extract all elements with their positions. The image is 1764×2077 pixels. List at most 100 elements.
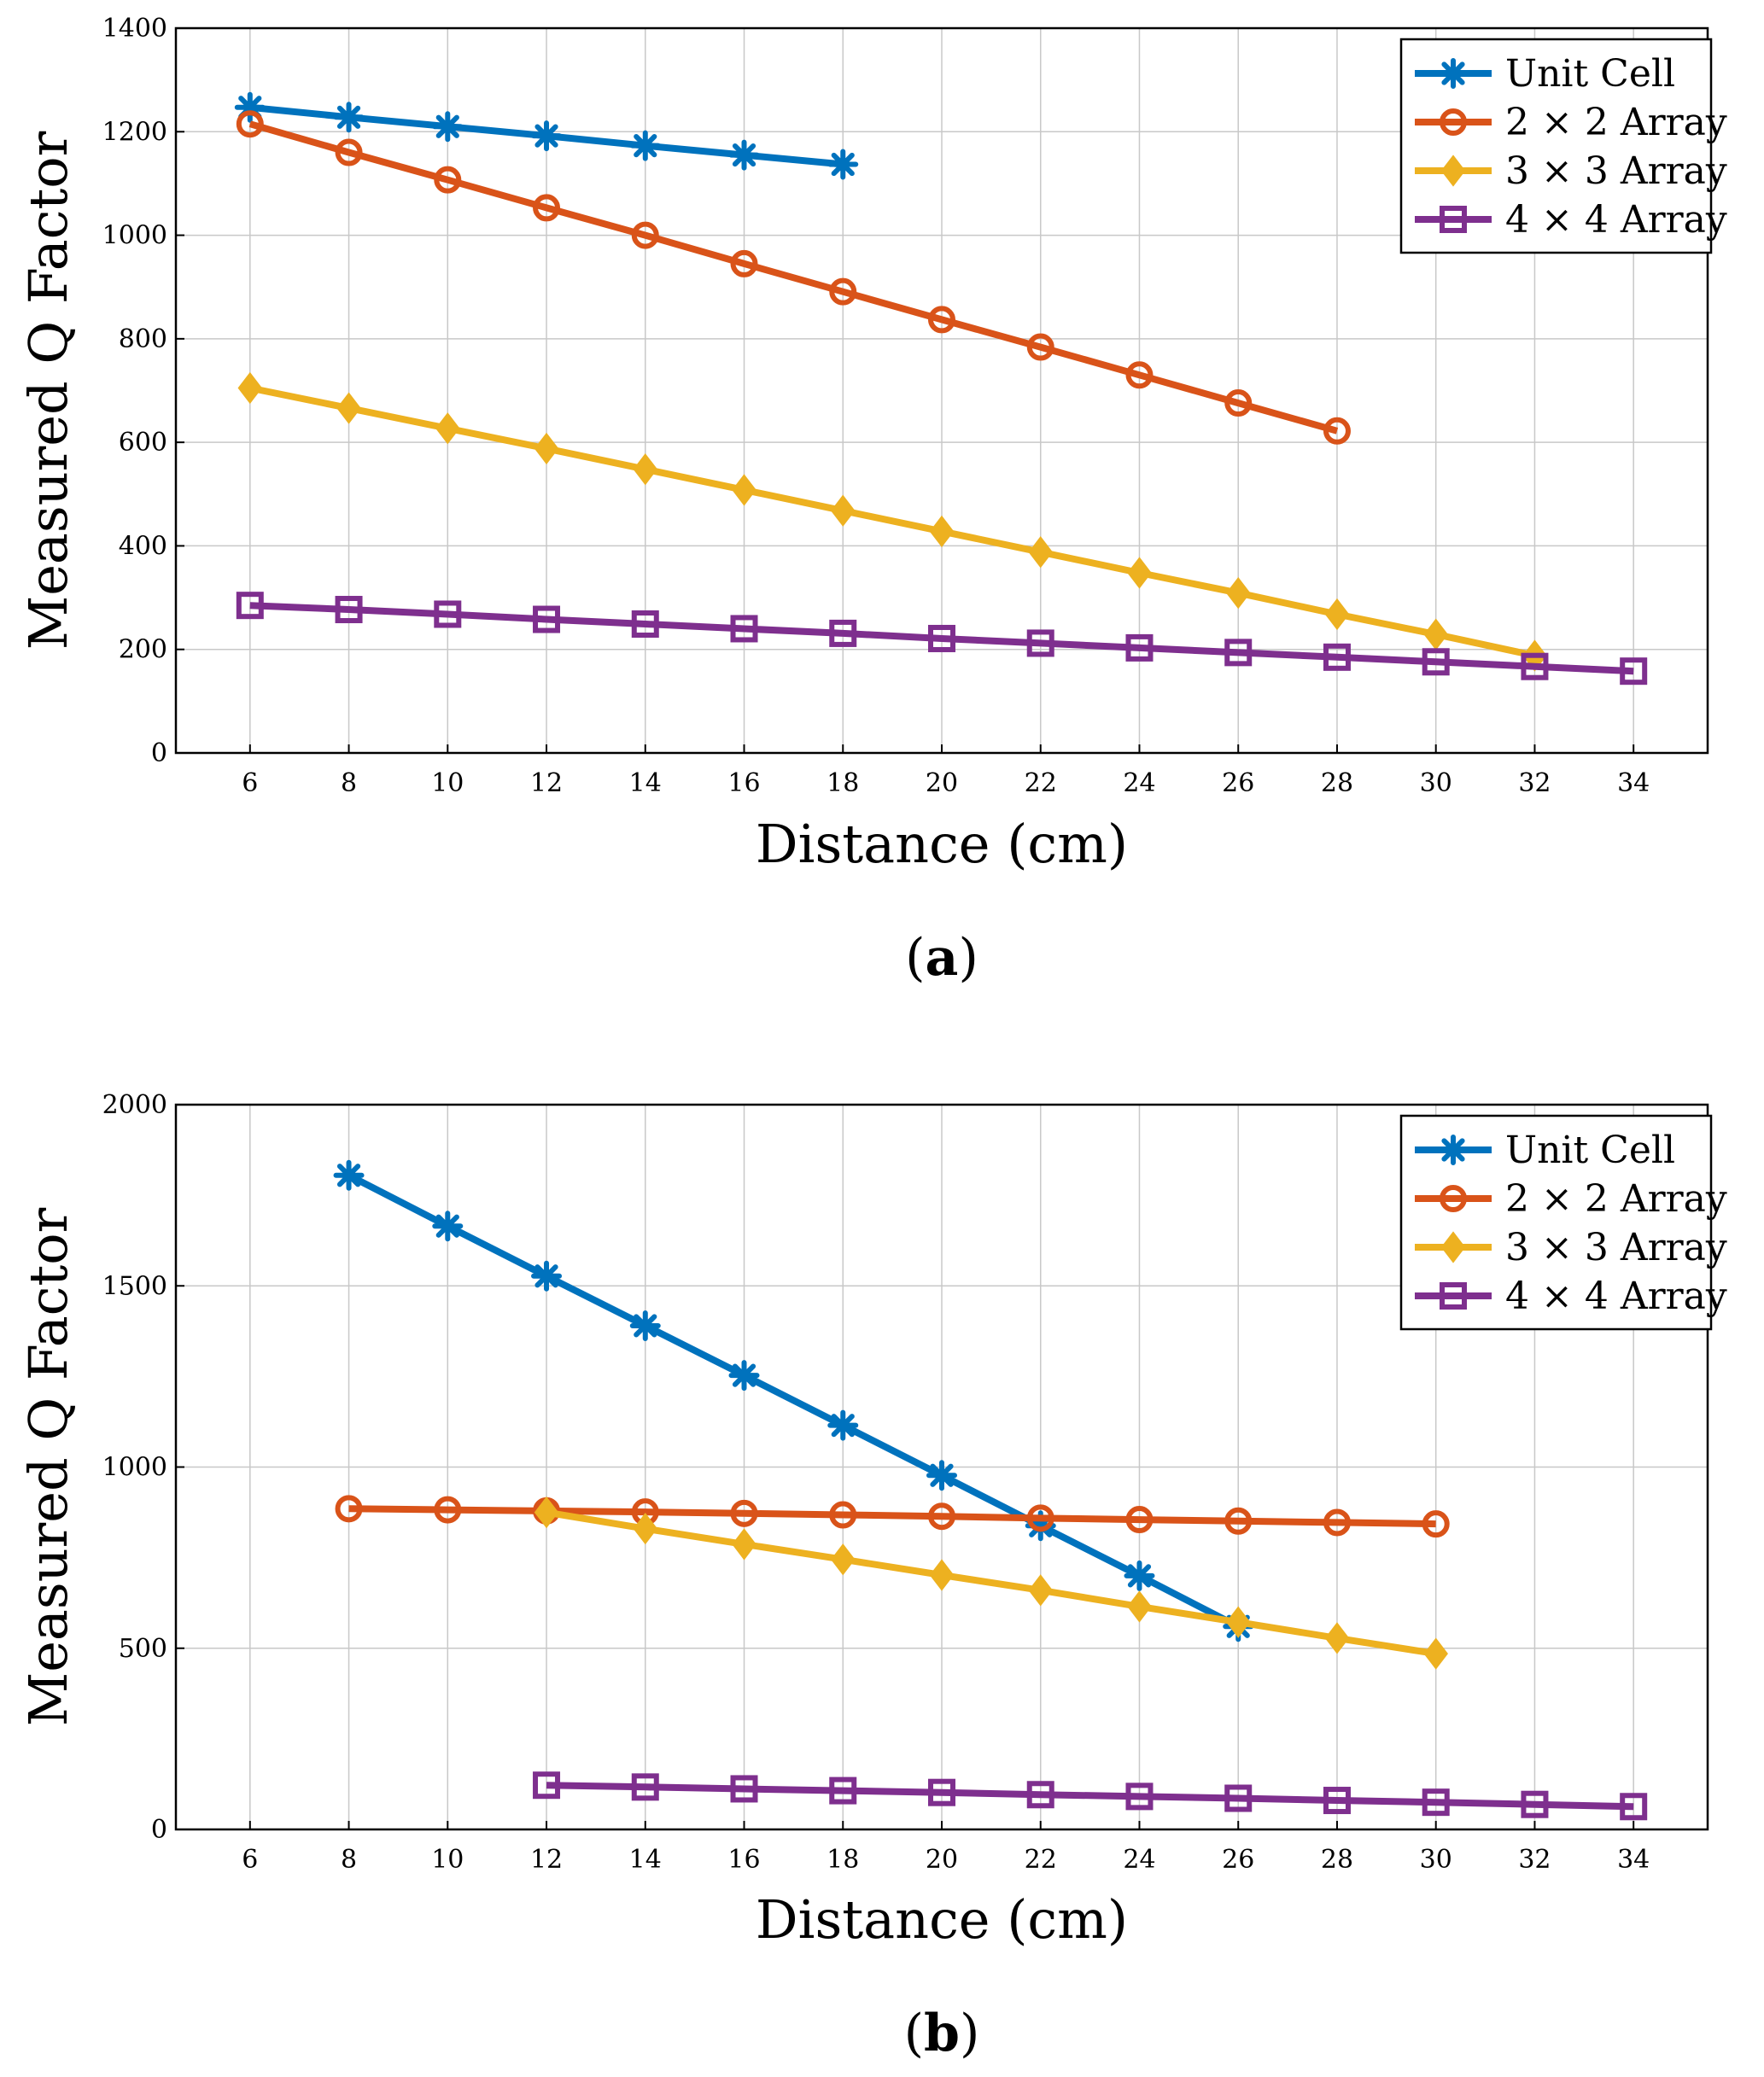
data-point [1324,1622,1350,1654]
data-point [1323,417,1351,445]
data-point [1224,1784,1253,1812]
x-tick-label: 34 [1617,768,1650,798]
data-point [730,249,758,277]
data-point [633,453,658,486]
legend-entry: Unit Cell [1505,1129,1675,1172]
data-point [432,1211,464,1242]
data-point [728,1360,760,1391]
panel-label: (a) [905,928,978,988]
data-point [534,1496,559,1529]
data-point [730,1775,758,1803]
data-point [434,1496,462,1524]
y-tick-label: 2000 [102,1090,167,1120]
x-tick-label: 12 [530,1845,563,1875]
series-4 [533,1771,1648,1821]
x-tick-label: 24 [1123,1845,1155,1875]
data-point [1521,1790,1549,1818]
y-tick-label: 200 [119,635,167,665]
y-tick-label: 1000 [102,1453,167,1483]
data-point [336,392,361,424]
data-point [732,1528,756,1561]
data-point [237,371,263,405]
data-point [629,1310,661,1341]
data-point [829,619,857,647]
data-point [929,515,955,548]
data-point [1028,536,1054,569]
y-tick-label: 400 [119,531,167,561]
x-tick-label: 18 [827,768,859,798]
legend-marker [1440,1282,1467,1310]
y-tick-label: 1400 [102,14,167,44]
series-line [249,602,1634,675]
data-point [1125,361,1154,389]
data-point [1224,639,1253,667]
data-point [1620,1793,1648,1821]
data-point [1125,633,1154,662]
y-tick-label: 1500 [102,1271,167,1301]
data-point [1422,1788,1450,1817]
data-point [829,277,857,306]
x-tick-label: 30 [1420,768,1452,798]
data-point [432,111,464,143]
x-tick-label: 26 [1222,768,1254,798]
legend: Unit Cell 2 × 2 Array 3 × 3 Array 4 × 4 Arr… [1399,38,1727,254]
x-tick-label: 34 [1617,1845,1650,1875]
data-point [1224,389,1253,417]
data-point [631,1773,659,1801]
data-point [928,1502,955,1531]
data-point [732,474,756,506]
legend-entry: 2 × 2 Array [1505,1177,1727,1221]
legend-marker [1438,58,1469,89]
data-point [333,1159,365,1191]
data-point [1423,1637,1448,1670]
data-point [1422,648,1450,676]
data-point [533,1771,561,1800]
data-point [829,1777,857,1805]
y-axis-label: Measured Q Factor [17,1207,79,1726]
data-point [531,1260,563,1292]
data-point [728,139,760,171]
series-line [248,120,1339,435]
data-point [1025,1510,1056,1542]
y-tick-label: 500 [119,1634,167,1664]
data-point [335,1495,363,1523]
data-point [929,1559,955,1591]
y-tick-label: 0 [151,1815,167,1845]
x-tick-label: 20 [926,768,958,798]
chart-panel-a: 6 8 10 12 14 16 18 20 22 24 26 28 30 32 34 0 200 400 600 80… [17,14,1727,988]
y-axis-label: Measured Q Factor [17,131,79,650]
series-1 [333,1159,1254,1642]
data-point [631,610,659,638]
legend-marker [1440,108,1467,136]
data-point [434,600,462,628]
data-point [633,1513,658,1545]
x-tick-label: 14 [629,768,662,798]
data-point [629,130,661,161]
data-point [1127,1590,1152,1623]
y-tick-label: 1200 [102,117,167,147]
series-3 [534,1496,1448,1670]
data-point [1026,1781,1054,1809]
x-tick-label: 32 [1518,768,1551,798]
data-point [830,494,856,527]
data-point [335,596,363,624]
legend-marker [1440,1185,1467,1212]
data-point [1620,657,1648,686]
data-point [533,194,561,222]
x-tick-label: 22 [1025,768,1057,798]
x-tick-label: 12 [530,768,563,798]
x-tick-label: 28 [1321,768,1353,798]
y-tick-label: 1000 [102,221,167,251]
data-point [1026,629,1054,657]
data-point [234,91,266,123]
data-point [1225,576,1251,610]
data-point [236,110,264,138]
legend-entry: 4 × 4 Array [1505,198,1727,242]
x-tick-label: 8 [341,1845,357,1875]
x-axis-label: Distance (cm) [756,1888,1128,1951]
y-tick-label: 800 [119,324,167,354]
x-tick-label: 8 [341,768,357,798]
panel-label: (b) [904,2004,980,2063]
series-2 [236,110,1351,445]
data-point [333,102,365,133]
